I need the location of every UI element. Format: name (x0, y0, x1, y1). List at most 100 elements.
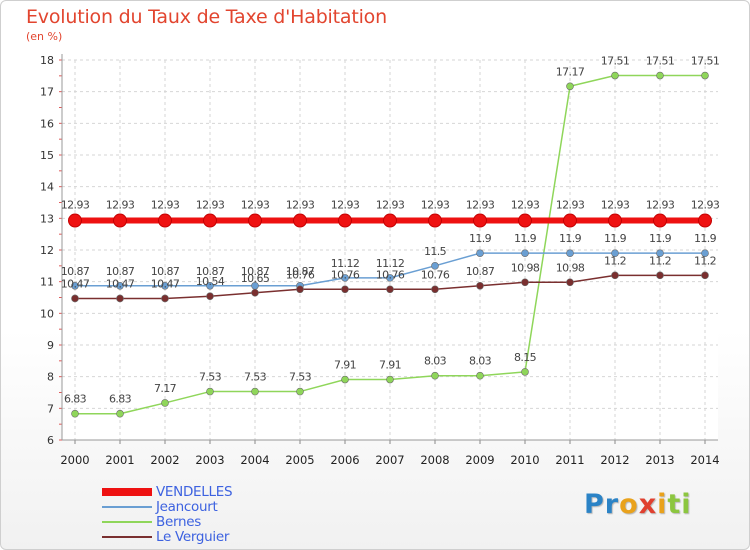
x-tick-label: 2006 (330, 453, 359, 467)
data-point (386, 274, 394, 282)
data-label: 17.51 (646, 55, 675, 68)
legend-item: Le Verguier (102, 528, 232, 545)
data-point (296, 285, 304, 294)
data-label: 10.87 (61, 265, 90, 278)
data-point (431, 262, 439, 270)
data-label: 12.93 (106, 199, 135, 212)
data-point (386, 285, 394, 294)
chart-title: Evolution du Taux de Taxe d'Habitation (26, 6, 387, 28)
data-label: 12.93 (61, 199, 90, 212)
data-label: 10.87 (466, 265, 495, 278)
x-tick-label: 2005 (285, 453, 314, 467)
data-point (206, 281, 214, 290)
y-tick-label: 9 (47, 339, 54, 352)
data-label: 10.54 (196, 275, 225, 288)
y-tick-label: 15 (40, 149, 54, 162)
data-point (341, 285, 349, 294)
y-tick-label: 16 (40, 117, 54, 130)
proxiti-logo: Proxiti (584, 489, 692, 520)
data-label: 7.91 (379, 359, 401, 372)
data-point (341, 274, 349, 282)
axes: 6 7 8 9 10 11 12 13 14 15 16 17 18 2000 2001 2002 2003 20… (40, 54, 720, 467)
legend-swatch (102, 520, 152, 523)
data-label: 10.98 (556, 261, 585, 274)
data-point (656, 271, 664, 280)
data-point (518, 213, 532, 228)
data-point (251, 387, 259, 396)
data-label: 11.12 (376, 257, 405, 270)
data-point (71, 294, 79, 303)
x-tick-label: 2007 (375, 453, 404, 467)
data-point (113, 213, 127, 228)
chart-subtitle: (en %) (26, 30, 63, 43)
logo-letter: i (681, 489, 692, 520)
data-point (116, 281, 124, 290)
data-label: 17.51 (691, 55, 720, 68)
data-point (71, 281, 79, 290)
y-tick-label: 12 (40, 244, 54, 257)
x-tick-label: 2009 (465, 453, 494, 467)
data-point (701, 271, 709, 280)
data-point (656, 249, 664, 257)
y-tick-label: 6 (47, 434, 54, 447)
data-label: 12.93 (151, 199, 180, 212)
data-label: 10.87 (151, 265, 180, 278)
data-label: 11.2 (694, 254, 716, 267)
x-tick-label: 2001 (105, 453, 134, 467)
data-point (521, 278, 529, 287)
legend-label: Bernes (156, 513, 201, 530)
data-point (611, 271, 619, 280)
data-label: 10.76 (376, 268, 405, 281)
data-label: 7.91 (334, 359, 356, 372)
legend-label: Jeancourt (156, 498, 218, 515)
data-label: 6.83 (64, 393, 87, 406)
logo-letter: o (619, 489, 639, 520)
x-tick-label: 2002 (150, 453, 179, 467)
data-point (431, 371, 439, 380)
data-point (248, 213, 262, 228)
data-label: 17.17 (556, 65, 585, 78)
data-label: 12.93 (331, 199, 360, 212)
data-point (473, 213, 487, 228)
data-label: 11.2 (604, 254, 626, 267)
data-label: 12.93 (511, 199, 540, 212)
data-label: 10.47 (151, 277, 180, 290)
data-label: 12.93 (376, 199, 405, 212)
legend-item: VENDELLES (102, 484, 233, 500)
data-label: 10.98 (511, 261, 540, 274)
data-point (566, 278, 574, 287)
data-label: 8.03 (424, 355, 447, 368)
data-label: 11.12 (331, 257, 360, 270)
data-point (251, 288, 259, 297)
data-point (341, 375, 349, 384)
data-label: 10.76 (421, 268, 450, 281)
x-tick-label: 2013 (645, 453, 674, 467)
data-point (293, 213, 307, 228)
data-point (161, 294, 169, 303)
y-tick-label: 13 (40, 212, 54, 225)
data-label: 10.87 (286, 265, 315, 278)
data-label: 12.93 (691, 199, 720, 212)
data-label: 12.93 (601, 199, 630, 212)
data-label: 7.53 (244, 371, 267, 384)
data-label: 12.93 (421, 199, 450, 212)
data-label: 11.9 (469, 232, 492, 245)
data-point (521, 249, 529, 257)
x-tick-label: 2014 (690, 453, 719, 467)
legend-item: Bernes (102, 513, 232, 530)
logo-letter: x (638, 489, 658, 520)
data-label: 7.17 (154, 382, 177, 395)
legend: VENDELLES Jeancourt Bernes Le Verguier (102, 484, 233, 545)
data-label: 10.65 (241, 272, 270, 285)
data-point (698, 213, 712, 228)
data-point (521, 368, 529, 376)
data-label: 10.76 (286, 268, 315, 281)
data-point (431, 285, 439, 294)
legend-swatch (102, 505, 152, 508)
data-point (206, 292, 214, 301)
x-tick-label: 2010 (510, 453, 539, 467)
data-label: 12.93 (241, 199, 270, 212)
logo-letter: r (604, 489, 620, 520)
data-label: 11.5 (424, 245, 447, 258)
legend-label: Le Verguier (156, 528, 230, 545)
